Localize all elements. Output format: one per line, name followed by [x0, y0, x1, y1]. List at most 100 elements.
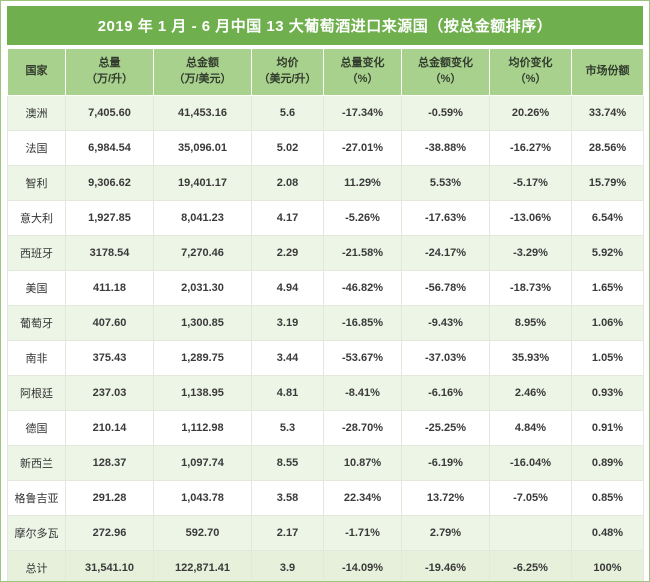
data-cell: 407.60 — [65, 304, 154, 341]
data-cell: 2,031.30 — [153, 269, 252, 306]
data-cell: 2.17 — [251, 514, 324, 551]
table-row: 美国 411.18 2,031.30 4.94 -46.82% -56.78% -18.73… — [7, 269, 644, 306]
data-cell: 5.02 — [251, 129, 324, 166]
table-row: 法国 6,984.54 35,096.01 5.02 -27.01% -38.88% -16… — [7, 129, 644, 166]
data-cell: -27.01% — [323, 129, 402, 166]
data-cell: -24.17% — [401, 234, 490, 271]
data-cell: 5.6 — [251, 94, 324, 131]
data-cell: 8.55 — [251, 444, 324, 481]
country-cell: 阿根廷 — [7, 374, 66, 411]
data-cell: 35,096.01 — [153, 129, 252, 166]
data-cell: 8.95% — [489, 304, 572, 341]
data-cell: 1.65% — [571, 269, 644, 306]
table-row: 澳洲 7,405.60 41,453.16 5.6 -17.34% -0.59% 20.26… — [7, 94, 644, 131]
data-cell: -6.19% — [401, 444, 490, 481]
country-cell: 摩尔多瓦 — [7, 514, 66, 551]
column-header: 总量变化 （%） — [323, 48, 402, 96]
table-row: 格鲁吉亚 291.28 1,043.78 3.58 22.34% 13.72% -7.05%… — [7, 479, 644, 516]
country-cell: 澳洲 — [7, 94, 66, 131]
country-cell: 德国 — [7, 409, 66, 446]
data-cell: -5.17% — [489, 164, 572, 201]
data-cell: 3.9 — [251, 549, 324, 581]
country-cell: 西班牙 — [7, 234, 66, 271]
data-cell: -16.85% — [323, 304, 402, 341]
data-cell: 7,405.60 — [65, 94, 154, 131]
data-cell: 3.44 — [251, 339, 324, 376]
data-cell — [489, 514, 572, 551]
table-row: 南非 375.43 1,289.75 3.44 -53.67% -37.03% 35.93%… — [7, 339, 644, 376]
data-cell: -38.88% — [401, 129, 490, 166]
data-cell: -46.82% — [323, 269, 402, 306]
data-cell: 0.85% — [571, 479, 644, 516]
data-cell: 5.3 — [251, 409, 324, 446]
total-row: 总计 31,541.10 122,871.41 3.9 -14.09% -19.46% -6… — [7, 549, 644, 581]
data-cell: 2.29 — [251, 234, 324, 271]
data-cell: 9,306.62 — [65, 164, 154, 201]
column-header: 均价 （美元/升） — [251, 48, 324, 96]
data-cell: 3.19 — [251, 304, 324, 341]
table-row: 意大利 1,927.85 8,041.23 4.17 -5.26% -17.63% -13.… — [7, 199, 644, 236]
data-cell: -9.43% — [401, 304, 490, 341]
column-header: 总金额 （万/美元） — [153, 48, 252, 96]
data-cell: -17.63% — [401, 199, 490, 236]
data-cell: 4.84% — [489, 409, 572, 446]
table-row: 新西兰 128.37 1,097.74 8.55 10.87% -6.19% -16.04%… — [7, 444, 644, 481]
data-cell: -13.06% — [489, 199, 572, 236]
country-cell: 法国 — [7, 129, 66, 166]
data-cell: 3.58 — [251, 479, 324, 516]
data-cell: 375.43 — [65, 339, 154, 376]
data-cell: 1.06% — [571, 304, 644, 341]
data-cell: 0.91% — [571, 409, 644, 446]
data-cell: 33.74% — [571, 94, 644, 131]
data-cell: -5.26% — [323, 199, 402, 236]
column-header: 均价变化 （%） — [489, 48, 572, 96]
data-cell: 35.93% — [489, 339, 572, 376]
data-cell: 210.14 — [65, 409, 154, 446]
data-cell: 237.03 — [65, 374, 154, 411]
data-cell: -37.03% — [401, 339, 490, 376]
wine-import-table: 国家 总量 （万/升） 总金额 （万/美元） 均价 （美元/升） 总量变化 （%） 总金额变化 （%… — [7, 48, 644, 581]
data-cell: 122,871.41 — [153, 549, 252, 581]
data-cell: -16.04% — [489, 444, 572, 481]
column-header: 国家 — [7, 48, 66, 96]
data-cell: -56.78% — [401, 269, 490, 306]
page-title: 2019 年 1 月 - 6 月中国 13 大葡萄酒进口来源国（按总金额排序） — [7, 6, 643, 45]
country-cell: 总计 — [7, 549, 66, 581]
data-cell: -28.70% — [323, 409, 402, 446]
data-cell: 0.48% — [571, 514, 644, 551]
data-cell: -14.09% — [323, 549, 402, 581]
data-cell: -53.67% — [323, 339, 402, 376]
table-body: 澳洲 7,405.60 41,453.16 5.6 -17.34% -0.59% 20.26… — [7, 94, 644, 581]
data-cell: 7,270.46 — [153, 234, 252, 271]
data-cell: 28.56% — [571, 129, 644, 166]
data-cell: 8,041.23 — [153, 199, 252, 236]
table-row: 摩尔多瓦 272.96 592.70 2.17 -1.71% 2.79% 0.48% — [7, 514, 644, 551]
data-cell: 5.92% — [571, 234, 644, 271]
data-cell: 19,401.17 — [153, 164, 252, 201]
data-cell: 11.29% — [323, 164, 402, 201]
table-row: 智利 9,306.62 19,401.17 2.08 11.29% 5.53% -5.17%… — [7, 164, 644, 201]
data-cell: 13.72% — [401, 479, 490, 516]
country-cell: 意大利 — [7, 199, 66, 236]
data-cell: 2.46% — [489, 374, 572, 411]
data-cell: 128.37 — [65, 444, 154, 481]
data-cell: -6.25% — [489, 549, 572, 581]
data-cell: 4.94 — [251, 269, 324, 306]
table-row: 德国 210.14 1,112.98 5.3 -28.70% -25.25% 4.84% 0.… — [7, 409, 644, 446]
data-cell: -16.27% — [489, 129, 572, 166]
data-cell: 4.81 — [251, 374, 324, 411]
country-cell: 南非 — [7, 339, 66, 376]
data-cell: 22.34% — [323, 479, 402, 516]
table-header: 国家 总量 （万/升） 总金额 （万/美元） 均价 （美元/升） 总量变化 （%） 总金额变化 （%… — [7, 48, 644, 96]
data-cell: -25.25% — [401, 409, 490, 446]
data-cell: -17.34% — [323, 94, 402, 131]
data-cell: 291.28 — [65, 479, 154, 516]
data-cell: 31,541.10 — [65, 549, 154, 581]
data-cell: -8.41% — [323, 374, 402, 411]
data-cell: 3178.54 — [65, 234, 154, 271]
data-cell: 1.05% — [571, 339, 644, 376]
data-cell: 1,300.85 — [153, 304, 252, 341]
data-cell: -0.59% — [401, 94, 490, 131]
column-header: 总金额变化 （%） — [401, 48, 490, 96]
